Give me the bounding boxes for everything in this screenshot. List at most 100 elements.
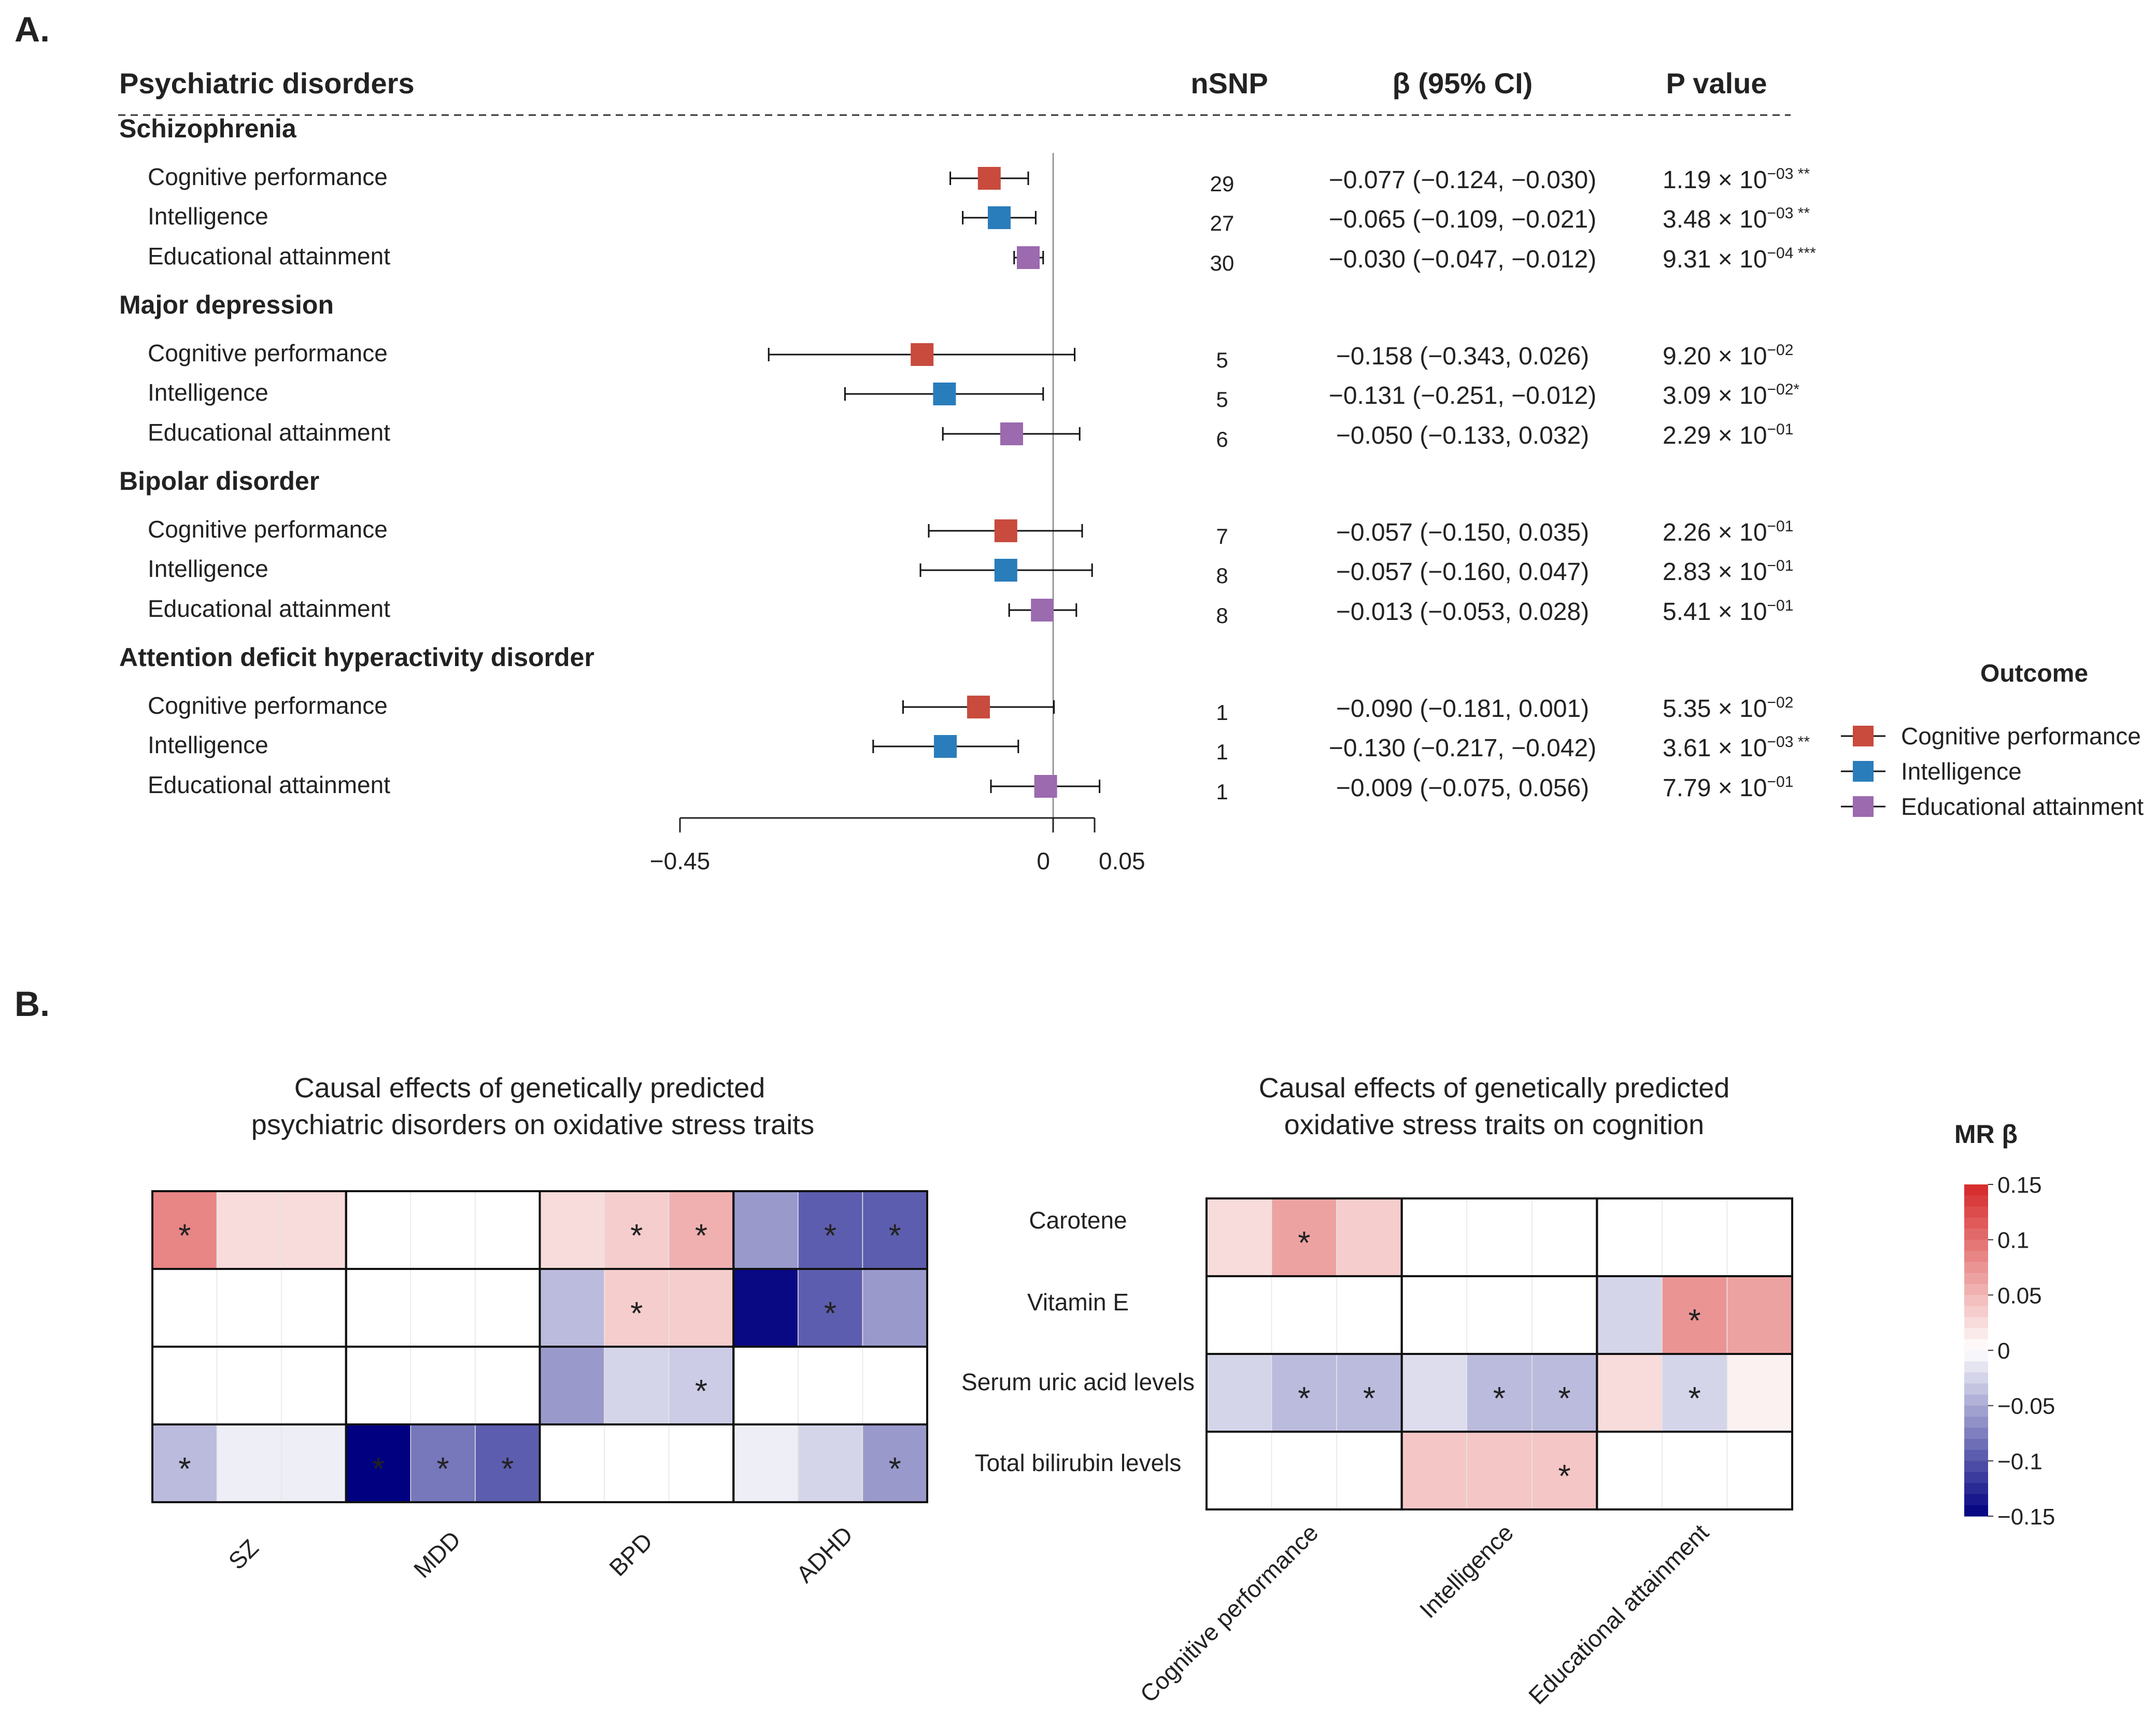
colorbar-title: MR β bbox=[1954, 1120, 2018, 1149]
legend-swatch bbox=[1853, 761, 1874, 782]
forest-beta-ci: −0.158 (−0.343, 0.026) bbox=[1336, 343, 1589, 370]
heatmap-cell bbox=[1596, 1431, 1663, 1510]
left-heatmap-title-line1: Causal effects of genetically predicted bbox=[294, 1072, 765, 1104]
colorbar-step bbox=[1964, 1417, 1988, 1428]
forest-outcome-label: Intelligence bbox=[148, 203, 268, 230]
forest-point bbox=[1000, 422, 1023, 445]
heatmap-cell bbox=[216, 1424, 282, 1503]
heatmap-cell bbox=[1206, 1276, 1272, 1354]
right-heatmap-row-label: Total bilirubin levels bbox=[975, 1449, 1182, 1476]
heatmap-cell bbox=[1596, 1276, 1663, 1354]
right-heatmap-title-line2: oxidative stress traits on cognition bbox=[1284, 1109, 1704, 1140]
forest-header-p: P value bbox=[1666, 67, 1767, 100]
significance-marker: * bbox=[1558, 1459, 1570, 1494]
heatmap-block-border bbox=[732, 1423, 928, 1503]
colorbar-step bbox=[1964, 1317, 1988, 1329]
heatmap-cell bbox=[1206, 1198, 1272, 1277]
significance-marker: * bbox=[695, 1218, 707, 1254]
colorbar-step bbox=[1964, 1405, 1988, 1417]
forest-p-value: 2.29 × 10−01 bbox=[1663, 421, 1793, 449]
forest-nsnp: 6 bbox=[1216, 427, 1228, 451]
forest-beta-ci: −0.013 (−0.053, 0.028) bbox=[1336, 598, 1589, 626]
colorbar-step bbox=[1964, 1328, 1988, 1340]
right-heatmap-row-label: Vitamin E bbox=[1027, 1289, 1129, 1316]
heatmap-cell bbox=[668, 1424, 734, 1503]
p-base: 3.09 × 10 bbox=[1663, 382, 1767, 409]
colorbar-tick-label: 0.05 bbox=[1997, 1283, 2042, 1308]
heatmap-cell bbox=[152, 1268, 218, 1347]
heatmap-cell bbox=[1401, 1353, 1467, 1432]
significance-marker: * bbox=[630, 1296, 643, 1332]
p-exponent: −01 bbox=[1767, 773, 1794, 790]
right-heatmap-col-label: Cognitive performance bbox=[1134, 1519, 1323, 1707]
significance-marker: * bbox=[372, 1451, 385, 1487]
p-exponent: −01 bbox=[1767, 557, 1794, 574]
forest-beta-ci: −0.057 (−0.160, 0.047) bbox=[1336, 558, 1589, 586]
p-exponent: −03 ** bbox=[1767, 733, 1810, 751]
p-base: 3.48 × 10 bbox=[1663, 206, 1767, 233]
heatmap-cell bbox=[152, 1346, 218, 1425]
heatmap-cell bbox=[1271, 1198, 1337, 1277]
forest-point bbox=[1031, 599, 1054, 622]
forest-point bbox=[934, 735, 957, 758]
heatmap-cell bbox=[216, 1191, 282, 1269]
forest-outcome-label: Intelligence bbox=[148, 379, 268, 406]
panel-a-label: A. bbox=[15, 10, 50, 49]
forest-outcome-label: Intelligence bbox=[148, 731, 268, 758]
heatmap-cell bbox=[539, 1268, 605, 1347]
colorbar-step bbox=[1964, 1284, 1988, 1295]
forest-outcome-label: Cognitive performance bbox=[148, 692, 388, 719]
right-heatmap-row-label: Serum uric acid levels bbox=[961, 1368, 1195, 1395]
colorbar-step bbox=[1964, 1428, 1988, 1439]
colorbar-step bbox=[1964, 1350, 1988, 1362]
p-base: 2.29 × 10 bbox=[1663, 422, 1767, 449]
forest-p-value: 2.83 × 10−01 bbox=[1663, 557, 1793, 586]
heatmap-cell bbox=[1662, 1431, 1728, 1510]
heatmap-cell bbox=[281, 1191, 347, 1269]
colorbar-step bbox=[1964, 1239, 1988, 1251]
right-heatmap-row-label: Carotene bbox=[1029, 1207, 1127, 1234]
heatmap-cell bbox=[1271, 1276, 1337, 1354]
heatmap-cell bbox=[1336, 1431, 1402, 1510]
heatmap-cell bbox=[1726, 1431, 1793, 1510]
p-base: 2.26 × 10 bbox=[1663, 519, 1767, 546]
heatmap-cell bbox=[1662, 1198, 1728, 1277]
forest-beta-ci: −0.065 (−0.109, −0.021) bbox=[1329, 206, 1596, 233]
p-exponent: −02* bbox=[1767, 381, 1800, 398]
legend-label: Intelligence bbox=[1901, 758, 2022, 785]
heatmap-cell bbox=[539, 1424, 605, 1503]
heatmap-cell bbox=[733, 1424, 799, 1503]
colorbar-tick-label: 0.1 bbox=[1997, 1228, 2029, 1253]
forest-header-nsnp: nSNP bbox=[1190, 67, 1268, 100]
significance-marker: * bbox=[1298, 1225, 1310, 1261]
legend-label: Cognitive performance bbox=[1901, 723, 2141, 750]
heatmap-cell bbox=[604, 1191, 670, 1269]
heatmap-cell bbox=[1726, 1198, 1793, 1277]
left-heatmap-title-line2: psychiatric disorders on oxidative stres… bbox=[251, 1109, 814, 1140]
outcome-legend-title: Outcome bbox=[1980, 660, 2088, 687]
forest-outcome-label: Cognitive performance bbox=[148, 340, 388, 366]
legend-swatch bbox=[1853, 796, 1874, 817]
heatmap-cell bbox=[1336, 1198, 1402, 1277]
heatmap-cell bbox=[1401, 1276, 1467, 1354]
colorbar-step bbox=[1964, 1394, 1988, 1406]
heatmap-cell bbox=[604, 1346, 670, 1425]
heatmap-cell bbox=[862, 1268, 928, 1347]
forest-p-value: 5.41 × 10−01 bbox=[1663, 597, 1793, 626]
colorbar-tick-label: −0.05 bbox=[1997, 1394, 2055, 1419]
left-heatmap-col-label: MDD bbox=[408, 1526, 466, 1583]
forest-p-value: 3.09 × 10−02* bbox=[1663, 381, 1799, 409]
heatmap-cell bbox=[539, 1346, 605, 1425]
forest-plot: −0.45 0 0.05 Schizophrenia Cognitive perform… bbox=[119, 114, 1816, 874]
forest-beta-ci: −0.131 (−0.251, −0.012) bbox=[1329, 382, 1596, 409]
heatmap-cell bbox=[862, 1191, 928, 1269]
heatmap-cell bbox=[1726, 1353, 1793, 1432]
significance-marker: * bbox=[824, 1296, 836, 1332]
significance-marker: * bbox=[501, 1451, 514, 1487]
heatmap-cell bbox=[410, 1191, 476, 1269]
heatmap-cell bbox=[216, 1346, 282, 1425]
heatmap-cell bbox=[798, 1191, 863, 1269]
p-base: 9.20 × 10 bbox=[1663, 343, 1767, 370]
forest-point bbox=[988, 206, 1011, 229]
heatmap-cell bbox=[862, 1346, 928, 1425]
